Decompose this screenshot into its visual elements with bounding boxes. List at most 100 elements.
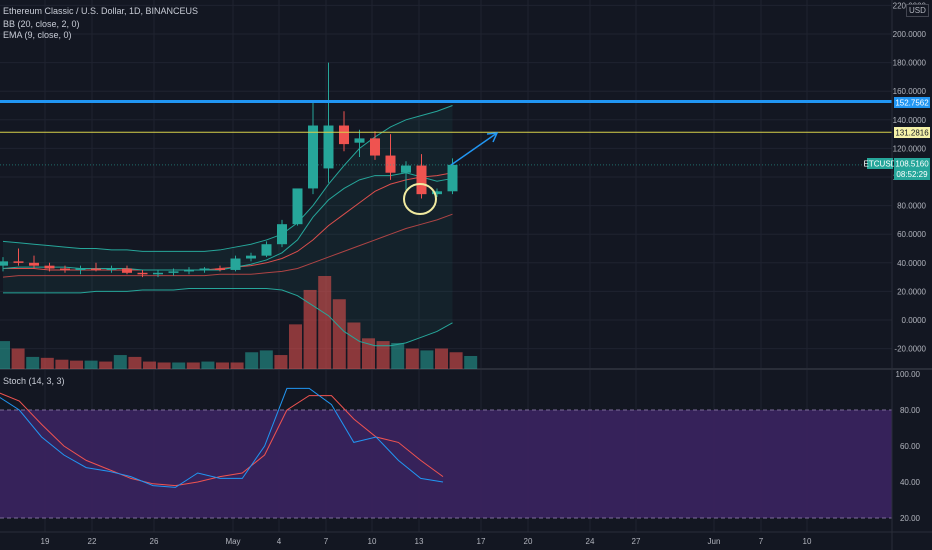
time-tick-label: 4 <box>277 537 282 546</box>
volume-bar <box>172 362 186 369</box>
stoch-band <box>0 410 892 518</box>
ema-legend[interactable]: EMA (9, close, 0) <box>3 30 72 40</box>
bollinger-band-fill <box>3 105 453 346</box>
time-tick-label: 24 <box>586 537 595 546</box>
volume-bar <box>405 348 419 369</box>
stoch-tick-label: 60.00 <box>900 442 921 451</box>
currency-label[interactable]: USD <box>906 4 929 17</box>
price-tag-yellow-text: 131.2816 <box>895 129 929 138</box>
ema-line <box>2 172 453 271</box>
volume-bar <box>128 356 142 369</box>
candle <box>246 252 256 262</box>
time-tick-label: 19 <box>41 537 50 546</box>
price-tick-label: -20.0000 <box>894 345 926 354</box>
symbol-legend[interactable]: Ethereum Classic / U.S. Dollar, 1D, BINA… <box>3 6 199 16</box>
volume-bar <box>230 362 244 369</box>
symbol-tag-text: ETCUSD <box>864 160 897 169</box>
stoch-legend[interactable]: Stoch (14, 3, 3) <box>3 376 65 386</box>
candle <box>75 265 86 275</box>
volume-bar <box>113 355 127 369</box>
candle <box>292 188 303 226</box>
stoch-tick-label: 20.00 <box>900 514 921 523</box>
price-tick-label: 140.0000 <box>893 116 927 125</box>
price-tick-label: 160.0000 <box>893 87 927 96</box>
time-axis[interactable]: 19 22 26 May 4 7 10 13 17 20 24 27 Jun 7 10 <box>41 537 812 546</box>
trend-arrow[interactable] <box>450 132 499 166</box>
volume-bar <box>420 350 434 369</box>
candle <box>137 269 148 278</box>
price-tick-label: 0.0000 <box>902 316 927 325</box>
volume-bar <box>201 361 215 369</box>
bollinger-upper-line <box>2 105 453 252</box>
volume-bar <box>11 348 25 369</box>
candle <box>168 268 179 276</box>
candle <box>199 267 210 273</box>
candle <box>277 219 287 248</box>
bollinger-lower-line <box>3 288 453 347</box>
volume-bars <box>0 276 478 369</box>
volume-bar <box>143 361 156 369</box>
volume-bar <box>99 361 113 369</box>
highlight-circle[interactable] <box>403 183 437 215</box>
volume-bar <box>245 352 259 369</box>
candle <box>13 248 24 266</box>
time-tick-label: 10 <box>368 537 377 546</box>
last-price-tag: 108.5160 08:52:29 <box>894 158 930 180</box>
volume-bar <box>391 342 405 369</box>
price-tick-label: 20.0000 <box>897 287 926 296</box>
volume-bar <box>303 289 317 369</box>
price-tick-label: 40.0000 <box>897 259 926 268</box>
volume-bar <box>435 348 448 369</box>
candle <box>354 129 365 157</box>
volume-bar <box>0 341 10 369</box>
volume-bar <box>332 299 346 369</box>
volume-bar <box>216 362 229 369</box>
candle <box>432 188 442 198</box>
candle <box>370 131 380 160</box>
volume-bar <box>84 360 98 369</box>
candle <box>385 134 396 180</box>
time-tick-label: 7 <box>324 537 329 546</box>
candle <box>215 265 225 272</box>
time-tick-label: 20 <box>524 537 533 546</box>
volume-bar <box>362 338 375 369</box>
time-tick-label: Jun <box>708 537 721 546</box>
candle <box>0 257 8 272</box>
volume-bar <box>289 324 302 369</box>
candle <box>106 265 117 273</box>
candle <box>60 265 70 273</box>
volume-bar <box>464 355 478 369</box>
volume-bar <box>70 360 83 369</box>
bb-legend[interactable]: BB (20, close, 2, 0) <box>3 19 80 29</box>
symbol-tag: ETCUSD <box>864 158 897 169</box>
volume-bar <box>157 362 171 369</box>
stoch-tick-label: 100.00 <box>896 370 921 379</box>
time-tick-label: 22 <box>88 537 97 546</box>
volume-bar <box>40 357 54 369</box>
volume-bar <box>347 322 361 369</box>
stoch-tick-label: 80.00 <box>900 406 921 415</box>
time-tick-label: May <box>225 537 240 546</box>
candle <box>261 241 272 258</box>
candle <box>44 262 55 272</box>
price-tick-label: 120.0000 <box>893 144 927 153</box>
stoch-axis[interactable]: 100.00 80.00 60.00 40.00 20.00 <box>896 370 921 523</box>
volume-bar <box>55 359 69 369</box>
candle <box>230 255 241 272</box>
candlesticks <box>0 62 458 278</box>
price-tag-yellow: 131.2816 <box>894 127 930 138</box>
price-tick-label: 180.0000 <box>893 59 927 68</box>
volume-bar <box>186 362 200 369</box>
stoch-tick-label: 40.00 <box>900 478 921 487</box>
candle <box>401 161 411 190</box>
candle <box>91 262 101 272</box>
volume-bar <box>274 355 288 369</box>
time-tick-label: 13 <box>415 537 424 546</box>
price-tag-blue: 152.7562 <box>894 97 930 108</box>
price-tick-label: 60.0000 <box>897 230 926 239</box>
time-tick-label: 27 <box>632 537 641 546</box>
countdown-text: 08:52:29 <box>896 170 928 179</box>
candle <box>308 102 318 195</box>
candle <box>339 111 349 152</box>
